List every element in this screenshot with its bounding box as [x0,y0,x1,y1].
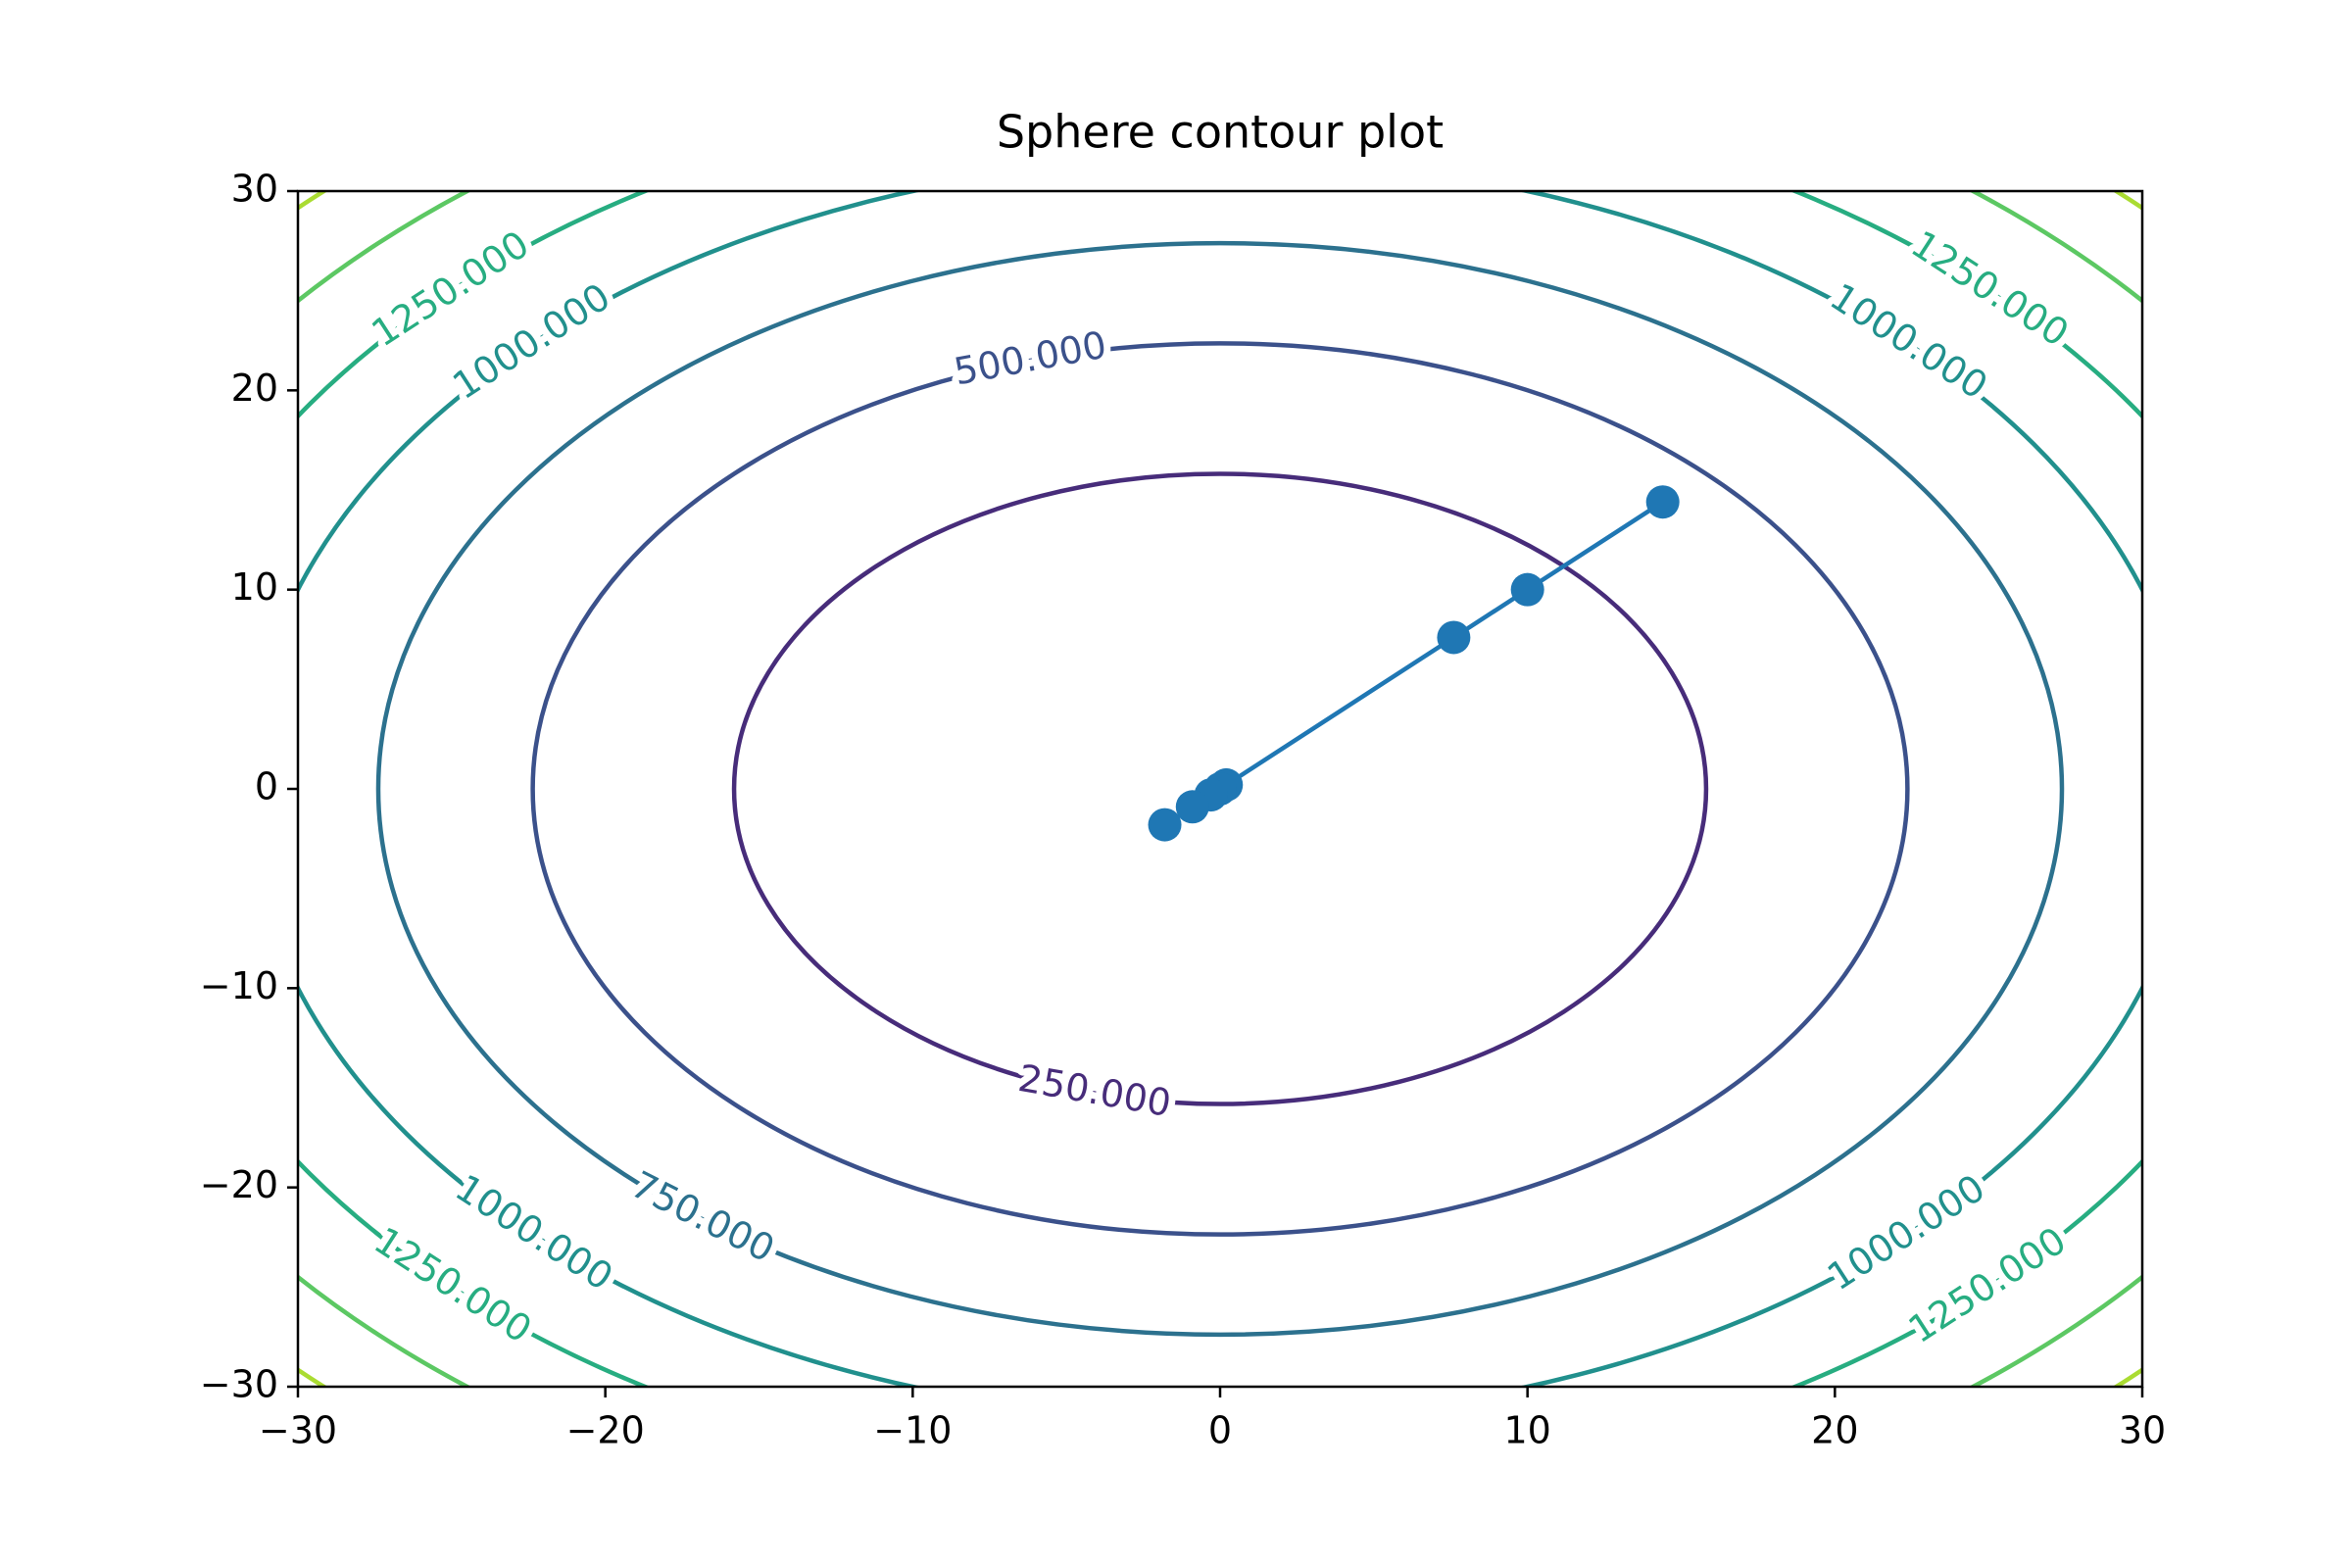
y-tick-label: 0 [255,765,278,808]
y-tick-label: 20 [231,367,278,410]
contour-line [375,240,2065,1338]
x-tick-label: 20 [1811,1409,1858,1452]
y-tick-label: 10 [231,565,278,609]
y-tick-label: 30 [231,168,278,211]
path-point [1175,790,1209,824]
x-tick-label: −10 [873,1409,952,1452]
x-tick-label: 10 [1503,1409,1550,1452]
path-point [1645,485,1680,519]
contour-line [731,471,1709,1106]
x-tick-label: 0 [1208,1409,1232,1452]
path-point [1437,620,1471,655]
y-tick-label: −30 [200,1363,278,1406]
y-tick-label: −10 [200,964,278,1007]
x-tick-label: 30 [2119,1409,2166,1452]
contour-label: 750.000 [624,1162,781,1270]
contour-label: 500.000 [951,322,1110,393]
y-tick-label: −20 [200,1163,278,1206]
chart-title: Sphere contour plot [997,106,1444,159]
axes: −30 −20 −10 0 10 20 30 −30 −20 −10 0 10 20 30 [200,168,2166,1452]
x-tick-label: −30 [259,1409,337,1452]
series-area [1148,485,1680,842]
contour-line [530,341,1910,1237]
contour-label: 250.000 [1015,1056,1174,1125]
path-point [1148,808,1182,842]
path-point [1510,572,1544,607]
x-tick-label: −20 [566,1409,645,1452]
